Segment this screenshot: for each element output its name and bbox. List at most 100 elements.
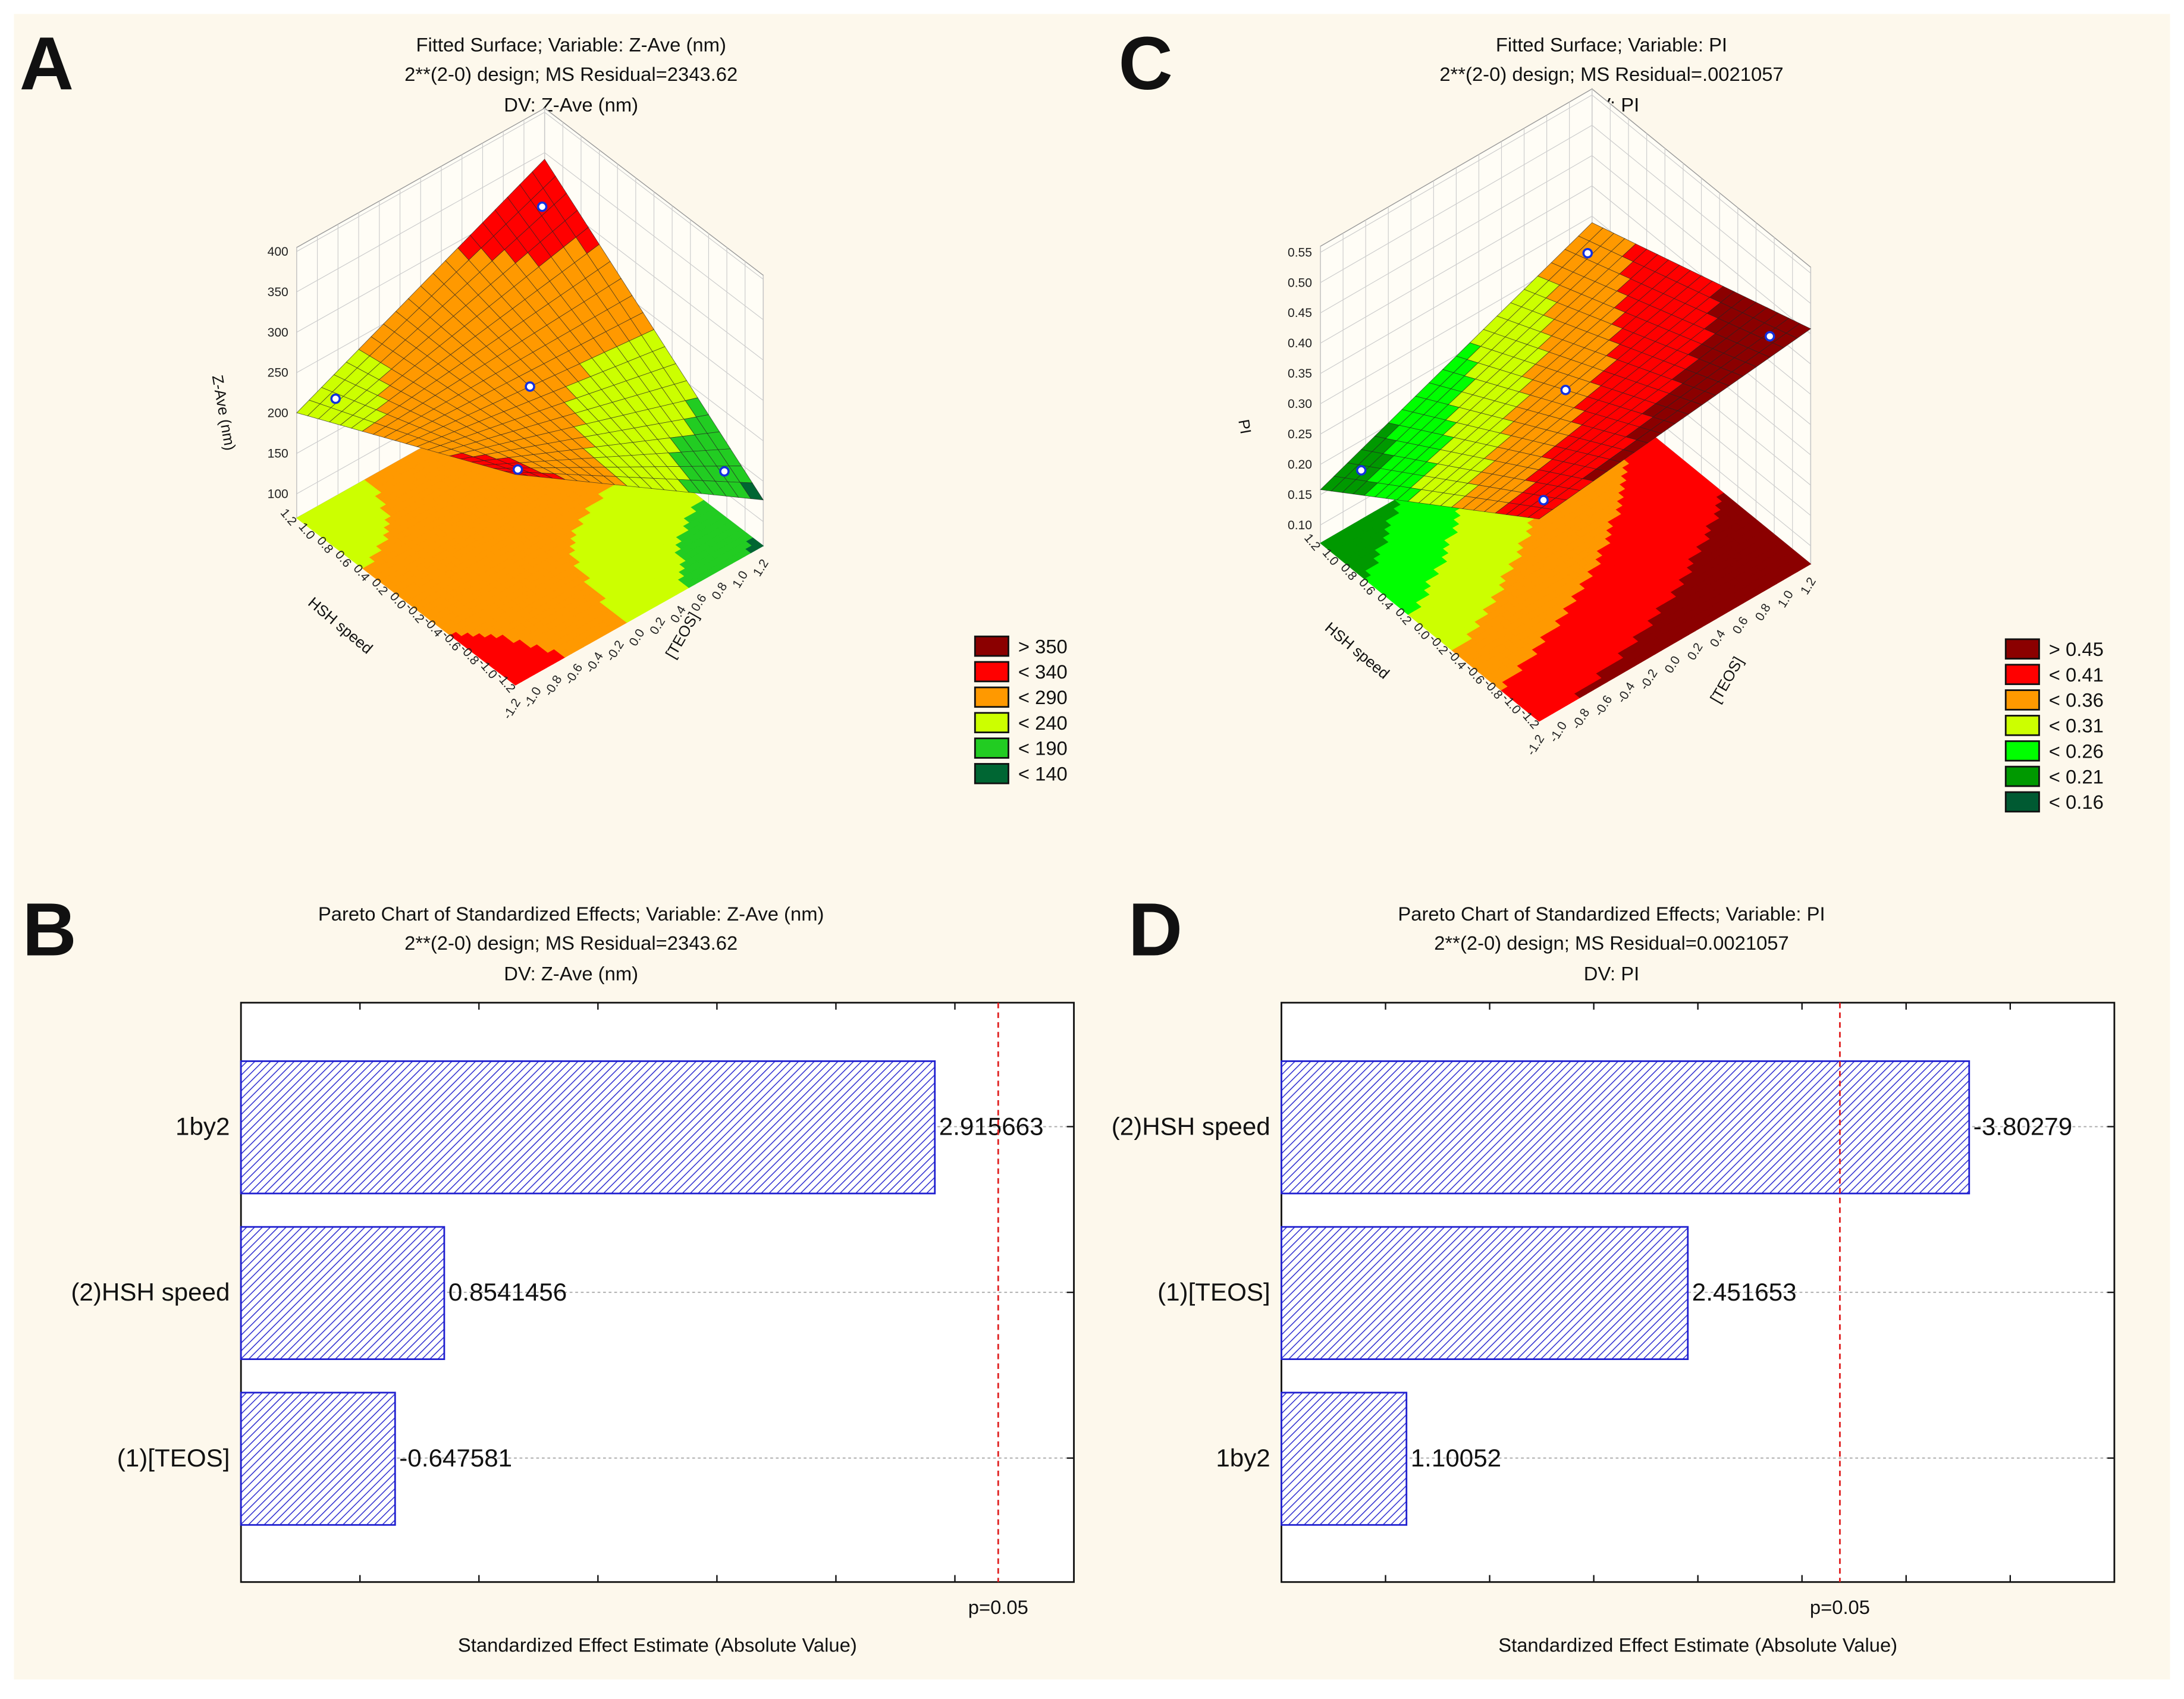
category-label: 1by2 (175, 1113, 230, 1141)
value-label: -3.80279 (1973, 1113, 2072, 1141)
surface-plot-pi: 0.10 0.15 0.20 0.25 0.30 0.35 0.40 0.45 0.50 0.55… (1235, 88, 2104, 813)
title-line: Fitted Surface; Variable: PI (1496, 34, 1727, 56)
category-label: (1)[TEOS] (1157, 1278, 1270, 1306)
panel-c-title: Fitted Surface; Variable: PI 2**(2-0) de… (1439, 34, 1783, 116)
z-tick-label: 350 (268, 285, 288, 299)
category-label: 1by2 (1216, 1444, 1270, 1472)
category-label: (2)HSH speed (71, 1278, 230, 1306)
z-tick-label: 300 (268, 326, 288, 340)
value-label: 2.915663 (939, 1113, 1044, 1141)
surface-cell (1527, 507, 1554, 520)
z-tick-label: 0.50 (1288, 276, 1312, 290)
title-line: 2**(2-0) design; MS Residual=0.0021057 (1434, 932, 1789, 954)
panel-letter-a: A (20, 21, 74, 105)
legend-swatch (974, 763, 1009, 784)
panel-letter-b: B (22, 887, 76, 971)
legend-label: < 0.36 (2049, 689, 2104, 711)
category-label: (2)HSH speed (1112, 1113, 1270, 1141)
legend-label: < 0.41 (2049, 664, 2104, 686)
design-point (512, 464, 523, 475)
z-tick-label: 0.25 (1288, 428, 1312, 441)
pareto-chart-pi: (2)HSH speed -3.80279 (1)[TEOS] 2.451653 1by… (1112, 1001, 2116, 1656)
wall-gridline (296, 152, 764, 321)
panel-letter-d: D (1128, 887, 1182, 971)
effect-bar (1281, 1226, 1689, 1361)
legend-label: < 340 (1018, 661, 1068, 683)
legend-swatch (2004, 715, 2040, 736)
legend-label: < 0.31 (2049, 715, 2104, 737)
title-line: 2**(2-0) design; MS Residual=2343.62 (404, 63, 738, 85)
z-tick-label: 0.30 (1288, 397, 1312, 411)
z-tick-label: 0.15 (1288, 488, 1312, 502)
x-axis-title: Standardized Effect Estimate (Absolute V… (1498, 1634, 1897, 1656)
legend-swatch (2004, 638, 2040, 660)
design-point (525, 381, 535, 392)
design-point (330, 393, 341, 404)
legend-label: < 0.21 (2049, 765, 2104, 787)
pareto-chart-z-ave: 1by2 2.915663 (2)HSH speed 0.8541456 (1)[TEO… (71, 1001, 1075, 1656)
z-tick-label: 0.20 (1288, 458, 1312, 472)
title-line: Pareto Chart of Standardized Effects; Va… (1398, 903, 1825, 925)
legend-swatch (974, 635, 1009, 657)
legend-label: < 140 (1018, 763, 1068, 785)
p-critical-label: p=0.05 (1810, 1596, 1870, 1618)
x-axis-title: Standardized Effect Estimate (Absolute V… (458, 1634, 857, 1656)
wall-gridline (1320, 95, 1811, 274)
legend-swatch (974, 661, 1009, 683)
legend-swatch (2004, 791, 2040, 813)
effect-bar (1281, 1060, 1970, 1195)
legend-swatch (974, 737, 1009, 759)
z-tick-label: 0.45 (1288, 306, 1312, 320)
design-point (1538, 495, 1549, 505)
value-label: 0.8541456 (448, 1278, 567, 1306)
design-point (1560, 385, 1571, 395)
legend-swatch (2004, 689, 2040, 711)
z-tick-label: 400 (268, 245, 288, 259)
title-line: DV: Z-Ave (nm) (504, 93, 638, 115)
design-point (1355, 465, 1367, 476)
panel-d-title: Pareto Chart of Standardized Effects; Va… (1398, 903, 1825, 985)
title-line: Pareto Chart of Standardized Effects; Va… (318, 903, 824, 925)
category-label: (1)[TEOS] (117, 1444, 230, 1472)
legend-swatch (2004, 664, 2040, 685)
design-point (1582, 247, 1593, 259)
wall-gridline (1320, 155, 1811, 334)
legend-swatch (2004, 740, 2040, 762)
title-line: DV: Z-Ave (nm) (504, 963, 638, 985)
z-tick-label: 0.35 (1288, 367, 1312, 381)
legend-label: > 0.45 (2049, 638, 2104, 660)
value-label: 1.10052 (1411, 1444, 1501, 1472)
legend-label: < 0.26 (2049, 740, 2104, 762)
z-tick-label: 0.10 (1288, 519, 1312, 532)
panel-b-title: Pareto Chart of Standardized Effects; Va… (318, 903, 824, 985)
z-tick-label: 250 (268, 366, 288, 380)
legend-swatch (974, 712, 1009, 733)
p-critical-label: p=0.05 (968, 1596, 1028, 1618)
effect-bar (240, 1392, 396, 1526)
legend-swatch (2004, 765, 2040, 787)
design-point (536, 201, 548, 212)
wall-gridline (296, 112, 764, 280)
legend-label: < 240 (1018, 712, 1068, 734)
title-line: 2**(2-0) design; MS Residual=.0021057 (1439, 63, 1783, 85)
title-line: Fitted Surface; Variable: Z-Ave (nm) (416, 34, 726, 56)
title-line: 2**(2-0) design; MS Residual=2343.62 (404, 932, 738, 954)
z-axis-title: PI (1235, 418, 1254, 435)
wall-gridline (1320, 124, 1811, 304)
z-tick-label: 0.40 (1288, 337, 1312, 350)
title-line: DV: PI (1584, 963, 1639, 985)
design-point (719, 466, 730, 477)
effect-bar (240, 1226, 445, 1361)
panel-a-title: Fitted Surface; Variable: Z-Ave (nm) 2**… (404, 34, 738, 116)
z-tick-label: 150 (268, 447, 288, 461)
legend-label: < 190 (1018, 737, 1068, 759)
panel-letter-c: C (1118, 21, 1172, 105)
design-point (1764, 331, 1775, 342)
value-label: -0.647581 (399, 1444, 512, 1472)
value-label: 2.451653 (1692, 1278, 1797, 1306)
surface-plot-z-ave: 100150200250300350400-1.2-1.2-1.0-1.0-0.… (209, 107, 1068, 785)
legend-label: > 350 (1018, 635, 1068, 657)
z-tick-label: 100 (268, 487, 288, 501)
z-tick-label: 0.55 (1288, 246, 1312, 259)
